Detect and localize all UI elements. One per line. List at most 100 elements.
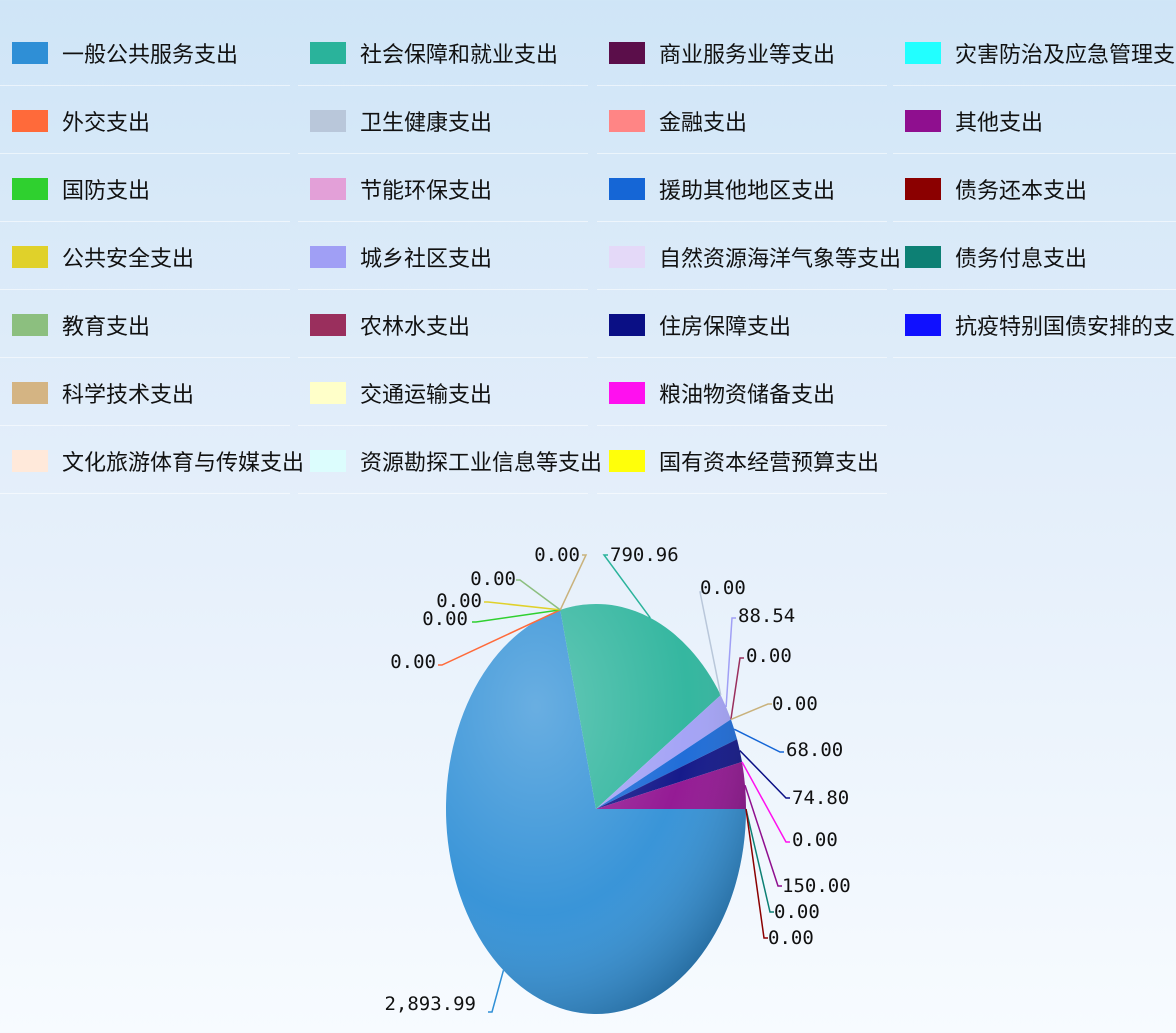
legend-item[interactable]: 债务付息支出: [893, 224, 1176, 290]
legend-swatch: [12, 245, 48, 268]
legend-swatch: [12, 381, 48, 404]
legend-item[interactable]: 卫生健康支出: [298, 88, 588, 154]
legend-item[interactable]: 援助其他地区支出: [597, 156, 887, 222]
leader-line: [438, 609, 561, 666]
legend-label: 商业服务业等支出: [659, 42, 836, 68]
legend-label: 社会保障和就业支出: [360, 42, 559, 68]
legend-label: 城乡社区支出: [360, 246, 493, 272]
data-label: 2,893.99: [384, 993, 476, 1015]
legend-swatch: [609, 449, 645, 472]
leader-line: [602, 554, 651, 619]
legend-swatch: [609, 177, 645, 200]
legend-item[interactable]: 城乡社区支出: [298, 224, 588, 290]
legend-swatch: [905, 41, 941, 64]
leader-line: [744, 785, 782, 887]
legend-item[interactable]: 社会保障和就业支出: [298, 20, 588, 86]
legend-item[interactable]: 债务还本支出: [893, 156, 1176, 222]
data-label: 150.00: [782, 875, 851, 897]
legend-label: 自然资源海洋气象等支出: [659, 246, 902, 272]
legend-swatch: [310, 449, 346, 472]
legend-item[interactable]: 外交支出: [0, 88, 290, 154]
data-label: 0.00: [746, 645, 792, 667]
legend-label: 外交支出: [62, 110, 151, 136]
legend-swatch: [609, 313, 645, 336]
legend-item[interactable]: 国有资本经营预算支出: [597, 428, 887, 494]
legend-label: 抗疫特别国债安排的支出: [955, 314, 1176, 340]
legend-item[interactable]: 其他支出: [893, 88, 1176, 154]
legend-item[interactable]: 住房保障支出: [597, 292, 887, 358]
data-label: 0.00: [700, 577, 746, 599]
legend-label: 金融支出: [659, 110, 748, 136]
legend-swatch: [905, 245, 941, 268]
legend-swatch: [310, 245, 346, 268]
leader-line: [488, 970, 505, 1013]
data-label: 0.00: [390, 651, 436, 673]
legend-item[interactable]: 抗疫特别国债安排的支出: [893, 292, 1176, 358]
legend-label: 科学技术支出: [62, 382, 195, 408]
legend-label: 交通运输支出: [360, 382, 493, 408]
leader-line: [516, 579, 561, 611]
legend-item[interactable]: 节能环保支出: [298, 156, 588, 222]
legend-item[interactable]: 科学技术支出: [0, 360, 290, 426]
pie-shine: [446, 604, 746, 1014]
legend-swatch: [609, 381, 645, 404]
data-label: 0.00: [470, 568, 516, 590]
legend-label: 一般公共服务支出: [62, 42, 239, 68]
legend-item[interactable]: 资源勘探工业信息等支出: [298, 428, 602, 494]
data-label: 88.54: [738, 605, 795, 627]
leader-line: [745, 808, 768, 939]
data-label: 0.00: [534, 544, 580, 566]
leader-line: [730, 657, 744, 720]
legend-label: 债务付息支出: [955, 246, 1088, 272]
legend-label: 粮油物资储备支出: [659, 382, 836, 408]
legend-swatch: [609, 41, 645, 64]
legend-swatch: [905, 109, 941, 132]
leader-line: [733, 728, 784, 753]
legend-label: 卫生健康支出: [360, 110, 493, 136]
legend-label: 教育支出: [62, 314, 151, 340]
legend-swatch: [310, 177, 346, 200]
leader-line: [559, 554, 588, 611]
legend-item[interactable]: 粮油物资储备支出: [597, 360, 887, 426]
legend-label: 公共安全支出: [62, 246, 195, 272]
legend-swatch: [12, 177, 48, 200]
leader-line: [730, 703, 772, 721]
legend-swatch: [310, 109, 346, 132]
legend-label: 债务还本支出: [955, 178, 1088, 204]
legend-swatch: [310, 313, 346, 336]
legend-item[interactable]: 金融支出: [597, 88, 887, 154]
legend-label: 援助其他地区支出: [659, 178, 836, 204]
leader-lines: [438, 554, 790, 1013]
legend-swatch: [609, 245, 645, 268]
legend-swatch: [609, 109, 645, 132]
legend-item[interactable]: 公共安全支出: [0, 224, 290, 290]
legend-label: 国防支出: [62, 178, 151, 204]
legend-label: 农林水支出: [360, 314, 471, 340]
leader-line: [699, 591, 722, 696]
legend-item[interactable]: 自然资源海洋气象等支出: [597, 224, 901, 290]
legend-swatch: [310, 381, 346, 404]
data-label: 74.80: [792, 787, 849, 809]
legend-label: 节能环保支出: [360, 178, 493, 204]
data-label: 0.00: [774, 901, 820, 923]
leader-line: [725, 617, 736, 708]
legend-swatch: [12, 41, 48, 64]
leader-line: [741, 761, 790, 843]
leader-line: [739, 749, 790, 799]
legend-item[interactable]: 商业服务业等支出: [597, 20, 887, 86]
leader-line: [745, 808, 774, 913]
legend-item[interactable]: 文化旅游体育与传媒支出: [0, 428, 304, 494]
legend-item[interactable]: 国防支出: [0, 156, 290, 222]
legend-item[interactable]: 教育支出: [0, 292, 290, 358]
data-label: 0.00: [422, 608, 468, 630]
legend-item[interactable]: 农林水支出: [298, 292, 588, 358]
legend-label: 灾害防治及应急管理支出: [955, 42, 1176, 68]
legend-item[interactable]: 一般公共服务支出: [0, 20, 290, 86]
leader-line: [472, 609, 561, 623]
legend-item[interactable]: 灾害防治及应急管理支出: [893, 20, 1176, 86]
leader-line: [484, 601, 561, 611]
legend-item[interactable]: 交通运输支出: [298, 360, 588, 426]
data-label: 0.00: [436, 590, 482, 612]
data-label: 0.00: [772, 693, 818, 715]
